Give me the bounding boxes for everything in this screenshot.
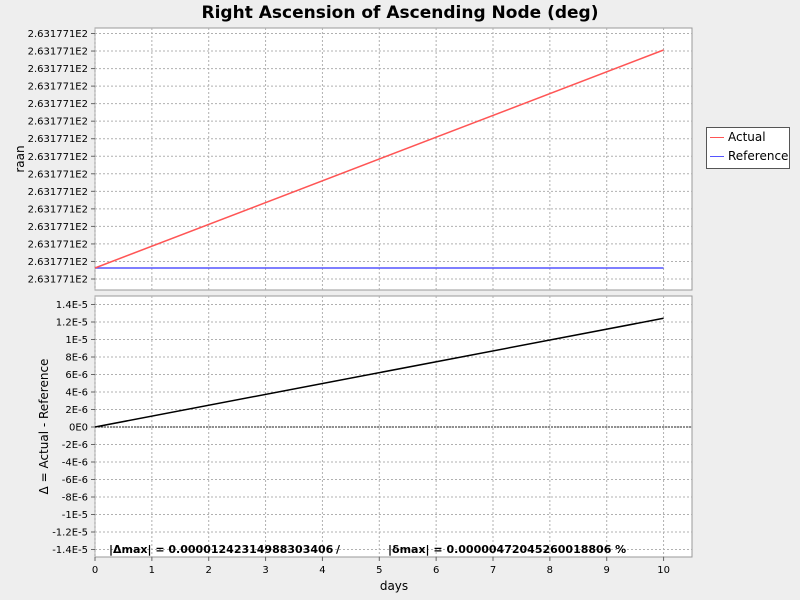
- y-tick-label-top: 2.631771E2: [28, 64, 88, 75]
- y-tick-label-bottom: 0E0: [69, 423, 88, 434]
- y-tick-label-top: 2.631771E2: [28, 239, 88, 250]
- x-tick-label: 6: [433, 565, 439, 576]
- y-tick-label-bottom: -1E-5: [62, 510, 88, 521]
- x-tick-label: 4: [319, 565, 325, 576]
- legend-label-reference: Reference: [728, 149, 789, 163]
- y-tick-label-bottom: 4E-6: [65, 388, 88, 399]
- annotation-separator: /: [336, 543, 341, 556]
- y-tick-label-top: 2.631771E2: [28, 257, 88, 268]
- series-line-delta: [94, 317, 664, 428]
- legend-swatch-reference: [710, 156, 724, 157]
- chart-title: Right Ascension of Ascending Node (deg): [201, 3, 599, 23]
- y-tick-label-top: 2.631771E2: [28, 99, 88, 110]
- y-tick-label-bottom: 6E-6: [65, 370, 88, 381]
- y-tick-label-bottom: -4E-6: [62, 458, 88, 469]
- y-tick-label-top: 2.631771E2: [28, 275, 88, 286]
- y-tick-label-bottom: 1E-5: [65, 335, 88, 346]
- x-tick-label: 5: [376, 565, 382, 576]
- x-tick-label: 0: [92, 565, 98, 576]
- y-tick-label-bottom: 2E-6: [65, 405, 88, 416]
- x-tick-label: 3: [262, 565, 268, 576]
- y-tick-label-top: 2.631771E2: [28, 152, 88, 163]
- relative-delta-max-annotation: |δmax| = 0.00000472045260018806 %: [388, 543, 627, 556]
- y-axis-label-bottom: Δ = Actual - Reference: [37, 359, 51, 495]
- legend-item-actual: Actual: [707, 128, 789, 147]
- x-tick-label: 8: [547, 565, 553, 576]
- x-tick-label: 1: [149, 565, 155, 576]
- y-tick-label-top: 2.631771E2: [28, 222, 88, 233]
- y-tick-label-top: 2.631771E2: [28, 134, 88, 145]
- y-tick-label-top: 2.631771E2: [28, 117, 88, 128]
- top-plot-area: [94, 27, 693, 291]
- y-tick-label-bottom: -1.2E-5: [52, 528, 88, 539]
- legend-item-reference: Reference: [707, 147, 789, 166]
- y-tick-label-bottom: -2E-6: [62, 440, 88, 451]
- y-tick-label-bottom: 8E-6: [65, 353, 88, 364]
- legend-swatch-actual: [710, 137, 724, 138]
- y-tick-label-bottom: -8E-6: [62, 493, 88, 504]
- x-tick-label: 10: [657, 565, 670, 576]
- y-tick-label-bottom: -6E-6: [62, 475, 88, 486]
- x-tick-label: 2: [206, 565, 212, 576]
- y-tick-label-bottom: -1.4E-5: [52, 545, 88, 556]
- y-tick-label-top: 2.631771E2: [28, 187, 88, 198]
- series-line-actual: [94, 49, 664, 269]
- y-tick-label-top: 2.631771E2: [28, 204, 88, 215]
- y-tick-label-top: 2.631771E2: [28, 169, 88, 180]
- y-tick-label-top: 2.631771E2: [28, 47, 88, 58]
- y-axis-label-top: raan: [13, 145, 27, 172]
- delta-max-annotation: |Δmax| = 0.00001242314988303406: [109, 543, 334, 556]
- x-tick-label: 7: [490, 565, 496, 576]
- y-tick-label-bottom: 1.4E-5: [56, 300, 88, 311]
- y-tick-label-bottom: 1.2E-5: [56, 318, 88, 329]
- x-tick-label: 9: [604, 565, 610, 576]
- y-tick-label-top: 2.631771E2: [28, 29, 88, 40]
- y-tick-label-top: 2.631771E2: [28, 82, 88, 93]
- legend: Actual Reference: [706, 127, 790, 169]
- legend-label-actual: Actual: [728, 130, 766, 144]
- x-axis-label: days: [380, 579, 408, 593]
